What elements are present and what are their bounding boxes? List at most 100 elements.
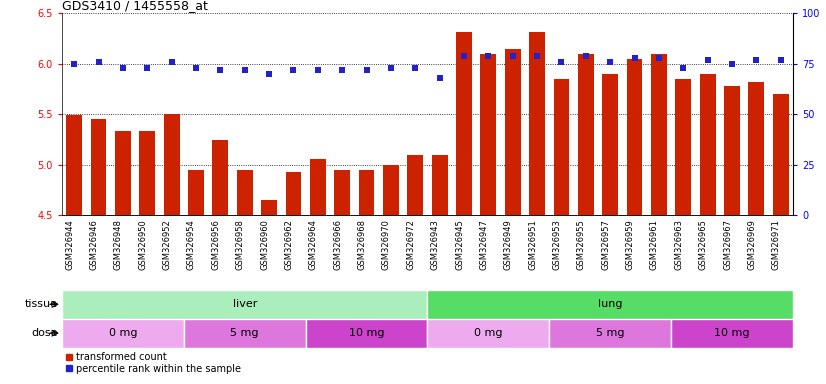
Point <box>530 53 544 59</box>
Bar <box>578 54 594 215</box>
Bar <box>428 290 793 319</box>
Text: GSM326971: GSM326971 <box>771 219 781 270</box>
Bar <box>62 319 183 348</box>
Point <box>92 59 105 65</box>
Text: GSM326949: GSM326949 <box>504 219 513 270</box>
Text: GSM326954: GSM326954 <box>187 219 196 270</box>
Bar <box>773 94 789 215</box>
Text: GSM326952: GSM326952 <box>163 219 172 270</box>
Text: GSM326945: GSM326945 <box>455 219 464 270</box>
Text: 5 mg: 5 mg <box>596 328 624 338</box>
Text: GSM326956: GSM326956 <box>211 219 221 270</box>
Bar <box>286 172 301 215</box>
Text: GSM326961: GSM326961 <box>650 219 659 270</box>
Bar <box>529 31 545 215</box>
Bar <box>91 119 107 215</box>
Bar <box>602 74 618 215</box>
Text: GSM326969: GSM326969 <box>748 219 757 270</box>
Point <box>628 55 641 61</box>
Point <box>311 67 325 73</box>
Bar <box>671 319 793 348</box>
Text: tissue: tissue <box>25 299 58 310</box>
Point <box>384 65 397 71</box>
Text: GSM326962: GSM326962 <box>284 219 293 270</box>
Text: 0 mg: 0 mg <box>108 328 137 338</box>
Text: GSM326958: GSM326958 <box>235 219 244 270</box>
Text: GSM326951: GSM326951 <box>528 219 537 270</box>
Point <box>750 57 763 63</box>
Point <box>189 65 202 71</box>
Bar <box>62 290 428 319</box>
Bar <box>188 170 204 215</box>
Text: GSM326957: GSM326957 <box>601 219 610 270</box>
Bar <box>700 74 715 215</box>
Point <box>287 67 300 73</box>
Text: GSM326960: GSM326960 <box>260 219 269 270</box>
Point <box>458 53 471 59</box>
Point <box>360 67 373 73</box>
Text: GSM326946: GSM326946 <box>89 219 98 270</box>
Bar <box>335 170 350 215</box>
Point <box>676 65 690 71</box>
Bar <box>164 114 179 215</box>
Point <box>482 53 495 59</box>
Point <box>238 67 251 73</box>
Point <box>701 57 714 63</box>
Point <box>555 59 568 65</box>
Bar <box>553 79 569 215</box>
Text: GSM326959: GSM326959 <box>625 219 634 270</box>
Text: GSM326965: GSM326965 <box>699 219 708 270</box>
Point <box>579 53 592 59</box>
Bar <box>549 319 671 348</box>
Text: GDS3410 / 1455558_at: GDS3410 / 1455558_at <box>62 0 208 12</box>
Bar <box>724 86 740 215</box>
Bar <box>383 165 399 215</box>
Bar <box>306 319 428 348</box>
Point <box>506 53 520 59</box>
Text: GSM326968: GSM326968 <box>358 219 367 270</box>
Text: GSM326955: GSM326955 <box>577 219 586 270</box>
Bar <box>140 131 155 215</box>
Text: GSM326966: GSM326966 <box>333 219 342 270</box>
Bar <box>237 170 253 215</box>
Text: GSM326943: GSM326943 <box>430 219 439 270</box>
Point <box>774 57 787 63</box>
Text: 5 mg: 5 mg <box>230 328 259 338</box>
Bar <box>651 54 667 215</box>
Bar <box>212 141 228 215</box>
Bar <box>676 79 691 215</box>
Text: GSM326948: GSM326948 <box>114 219 123 270</box>
Bar <box>261 200 277 215</box>
Text: GSM326947: GSM326947 <box>479 219 488 270</box>
Text: GSM326944: GSM326944 <box>65 219 74 270</box>
Point <box>653 55 666 61</box>
Point <box>725 61 738 67</box>
Text: 10 mg: 10 mg <box>714 328 750 338</box>
Bar <box>428 319 549 348</box>
Text: 0 mg: 0 mg <box>474 328 503 338</box>
Bar <box>310 159 325 215</box>
Point <box>116 65 130 71</box>
Text: GSM326964: GSM326964 <box>309 219 318 270</box>
Text: GSM326963: GSM326963 <box>674 219 683 270</box>
Point <box>165 59 178 65</box>
Bar <box>505 49 520 215</box>
Text: liver: liver <box>232 299 257 310</box>
Point <box>604 59 617 65</box>
Point <box>335 67 349 73</box>
Text: 10 mg: 10 mg <box>349 328 384 338</box>
Bar <box>627 59 643 215</box>
Point <box>214 67 227 73</box>
Text: GSM326953: GSM326953 <box>553 219 562 270</box>
Text: GSM326972: GSM326972 <box>406 219 415 270</box>
Point <box>263 71 276 77</box>
Point <box>140 65 154 71</box>
Bar <box>456 31 472 215</box>
Bar <box>115 131 131 215</box>
Text: GSM326967: GSM326967 <box>723 219 732 270</box>
Bar <box>407 154 423 215</box>
Legend: transformed count, percentile rank within the sample: transformed count, percentile rank withi… <box>67 353 240 374</box>
Bar <box>748 82 764 215</box>
Bar <box>66 115 82 215</box>
Bar <box>358 170 374 215</box>
